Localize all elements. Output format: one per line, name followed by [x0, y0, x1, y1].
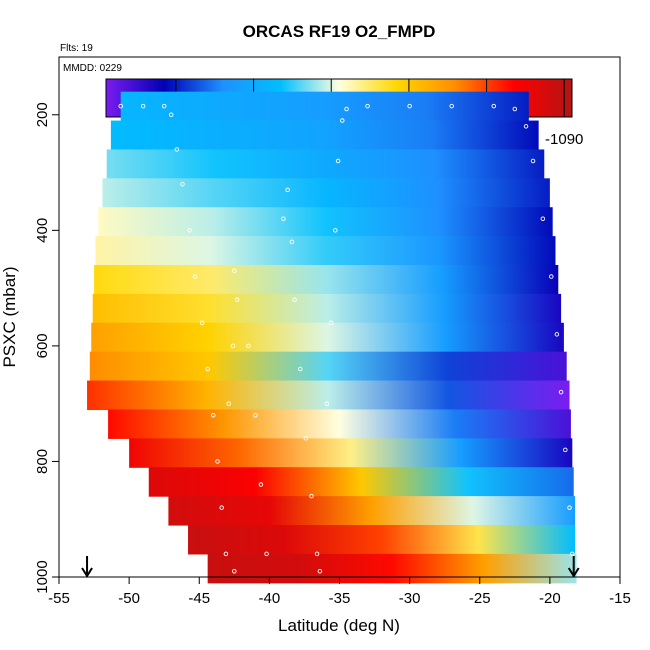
- track-point: [264, 551, 269, 557]
- track-point: [285, 187, 290, 193]
- track-point: [333, 228, 338, 233]
- track-point: [567, 505, 572, 510]
- track-point: [230, 343, 236, 349]
- track-point: [253, 412, 258, 418]
- heatmap-band: [168, 496, 576, 526]
- heatmap-band: [207, 553, 577, 584]
- track-point: [530, 158, 536, 164]
- track-point: [205, 366, 210, 372]
- track-point: [168, 112, 174, 118]
- track-point: [199, 320, 205, 326]
- heatmap-band: [95, 236, 556, 266]
- chart-title: ORCAS RF19 O2_FMPD: [243, 22, 436, 41]
- x-axis-label: Latitude (deg N): [278, 616, 400, 635]
- track-point: [570, 551, 575, 557]
- heatmap-band: [188, 525, 576, 555]
- heatmap-band: [129, 438, 573, 468]
- arrows: [81, 556, 580, 578]
- heatmap-band: [102, 178, 550, 208]
- heatmap-band: [120, 91, 529, 122]
- heatmap-band: [87, 380, 570, 411]
- track-point: [258, 482, 264, 487]
- track-point: [335, 158, 341, 164]
- track-point: [161, 103, 167, 109]
- track-point: [219, 505, 224, 510]
- track-point: [554, 332, 560, 337]
- track-point: [314, 551, 320, 557]
- flight-track: [118, 103, 575, 574]
- y-tick-label: 200: [34, 102, 51, 127]
- track-point: [365, 103, 370, 109]
- y-tick-label: 400: [34, 218, 51, 243]
- track-point: [187, 228, 192, 233]
- track-point: [180, 181, 185, 187]
- x-tick-label: -15: [609, 590, 631, 607]
- track-point: [549, 274, 554, 279]
- heatmap-bands: [87, 91, 577, 584]
- x-tick-label: -35: [329, 590, 351, 607]
- track-point: [232, 268, 237, 274]
- track-point: [289, 239, 295, 245]
- y-tick-label: 1000: [34, 560, 51, 593]
- heatmap-band: [106, 149, 545, 179]
- x-axis: -55 -50 -45 -40 -35 -30 -25 -20 -15: [48, 577, 631, 607]
- track-point: [523, 124, 529, 129]
- track-point: [234, 297, 240, 302]
- track-point: [309, 493, 314, 499]
- x-tick-label: -25: [469, 590, 491, 607]
- x-tick-label: -55: [48, 590, 70, 607]
- track-point: [491, 103, 497, 109]
- track-point: [174, 147, 180, 152]
- heatmap-band: [91, 322, 564, 353]
- y-axis: 200 400 600 800 1000: [34, 102, 59, 594]
- date-annotation: MMDD: 0229: [63, 63, 122, 74]
- track-point: [512, 106, 518, 112]
- track-point: [192, 274, 198, 279]
- y-tick-label: 600: [34, 333, 51, 358]
- x-tick-label: -50: [118, 590, 140, 607]
- x-tick-label: -30: [399, 590, 421, 607]
- track-point: [407, 103, 412, 109]
- track-point: [292, 297, 297, 302]
- y-tick-label: 800: [34, 449, 51, 474]
- track-point: [140, 103, 146, 109]
- heatmap-band: [148, 467, 574, 497]
- track-point: [317, 568, 323, 574]
- heatmap-band: [94, 265, 559, 295]
- heatmap-band: [92, 293, 562, 324]
- x-tick-label: -40: [259, 590, 281, 607]
- y-axis-label: PSXC (mbar): [0, 266, 19, 367]
- heatmap-band: [98, 207, 553, 237]
- track-point: [211, 412, 216, 418]
- heatmap-band: [108, 409, 571, 439]
- track-point: [303, 436, 309, 441]
- x-tick-label: -20: [539, 590, 561, 607]
- track-point: [340, 118, 345, 123]
- track-point: [328, 320, 334, 326]
- colorbar-tick-label: -1090: [545, 131, 583, 148]
- track-point: [215, 459, 220, 464]
- track-point: [324, 401, 330, 406]
- track-point: [232, 568, 237, 574]
- track-point: [223, 551, 229, 557]
- arrow-marker: [81, 556, 93, 578]
- x-tick-label: -45: [188, 590, 210, 607]
- track-point: [297, 366, 303, 372]
- track-point: [226, 401, 231, 406]
- flights-annotation: Flts: 19: [60, 43, 93, 54]
- heatmap-band: [89, 351, 567, 382]
- track-point: [558, 389, 564, 395]
- track-point: [281, 216, 286, 222]
- track-point: [449, 103, 454, 109]
- track-point: [540, 216, 546, 222]
- arrow-marker: [567, 556, 580, 578]
- heatmap-band: [110, 120, 539, 151]
- track-point: [246, 343, 251, 349]
- track-point: [563, 447, 568, 453]
- track-point: [118, 103, 123, 109]
- track-point: [344, 106, 349, 112]
